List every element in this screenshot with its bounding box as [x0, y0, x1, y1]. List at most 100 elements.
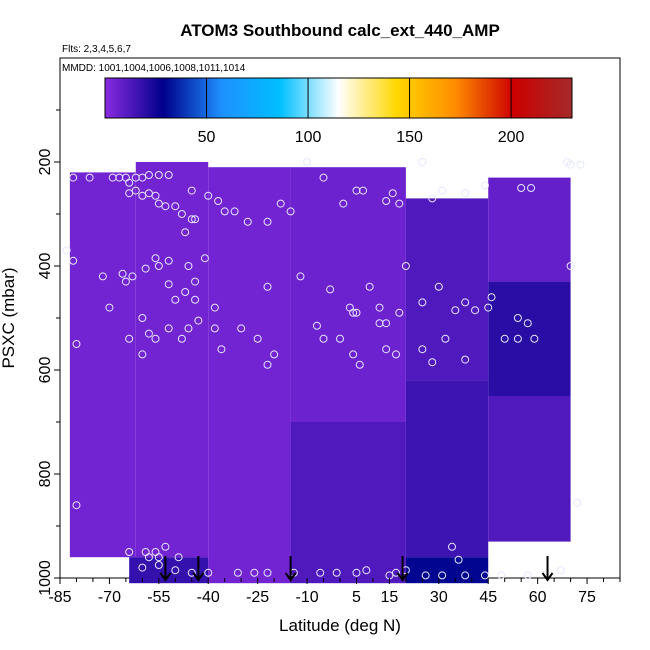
- sample-point: [200, 254, 209, 263]
- y-tick-label: 400: [37, 253, 54, 280]
- sample-point: [312, 321, 321, 330]
- sample-point: [171, 202, 180, 211]
- sample-point: [461, 298, 470, 307]
- sample-point: [210, 324, 219, 333]
- sample-point: [332, 568, 341, 577]
- heatmap-layer: [69, 162, 571, 584]
- sample-point: [513, 314, 522, 322]
- sample-point: [144, 189, 153, 198]
- sample-point: [352, 568, 361, 577]
- sample-point: [530, 334, 539, 343]
- x-axis-label: Latitude (deg N): [279, 616, 401, 635]
- sample-point: [191, 295, 200, 304]
- y-tick-label: 600: [37, 357, 54, 384]
- sample-point: [566, 160, 575, 169]
- sample-point: [220, 207, 229, 216]
- sample-point: [177, 334, 186, 343]
- y-tick-label: 800: [37, 461, 54, 488]
- arrow-marker: [541, 556, 554, 582]
- x-tick-label: -55: [147, 589, 170, 606]
- sample-point: [355, 360, 364, 369]
- heatmap-cell: [290, 167, 406, 422]
- sample-point: [144, 329, 153, 338]
- x-tick-label: 75: [578, 589, 596, 606]
- sample-point: [125, 548, 134, 556]
- sample-point: [191, 277, 200, 286]
- y-tick-label: 200: [37, 149, 54, 176]
- sample-point: [105, 303, 114, 312]
- sample-point: [210, 303, 219, 312]
- x-tick-label: -85: [48, 589, 71, 606]
- sample-point: [204, 568, 213, 577]
- sample-point: [319, 334, 328, 343]
- sample-point: [296, 272, 305, 281]
- sample-point: [121, 277, 130, 286]
- sample-point: [527, 184, 536, 192]
- sample-point: [451, 306, 460, 315]
- sample-point: [141, 264, 150, 273]
- sample-point: [181, 228, 190, 237]
- sample-point: [401, 262, 410, 270]
- sample-point: [484, 303, 493, 312]
- chart-title: ATOM3 Southbound calc_ext_440_AMP: [180, 21, 500, 40]
- heatmap-cell: [208, 167, 291, 584]
- sample-point: [480, 571, 489, 580]
- sample-point: [191, 215, 200, 224]
- colorbar: [104, 77, 573, 119]
- sample-point: [154, 553, 163, 562]
- sample-point: [438, 186, 447, 195]
- sample-point: [556, 566, 565, 575]
- sample-point: [326, 285, 335, 294]
- sample-point: [471, 306, 480, 315]
- sample-point: [352, 308, 361, 317]
- sample-point: [138, 191, 147, 200]
- sample-point: [428, 358, 437, 367]
- sample-point: [72, 501, 81, 510]
- arrow-marker: [159, 556, 172, 582]
- sample-point: [349, 308, 358, 317]
- sample-point: [395, 308, 404, 317]
- sample-point: [375, 303, 384, 312]
- sample-point: [187, 568, 196, 577]
- colorbar-tick-label: 200: [498, 129, 525, 146]
- sample-point: [487, 293, 496, 302]
- sample-point: [151, 254, 160, 263]
- sample-point: [171, 566, 180, 575]
- sample-point: [138, 314, 147, 322]
- x-axis: -85 -70 -55 -40 -25 -10 5 15 30 45 60 75: [48, 578, 621, 606]
- x-tick-label: 60: [529, 589, 547, 606]
- sample-point: [154, 561, 163, 569]
- sample-point: [336, 334, 344, 343]
- sample-point: [461, 355, 470, 364]
- x-tick-label: -70: [98, 589, 121, 606]
- sample-point: [480, 181, 489, 190]
- heatmap-cell: [405, 380, 489, 558]
- sample-point: [128, 272, 137, 281]
- sample-point: [144, 171, 153, 179]
- heatmap-cell: [405, 198, 489, 381]
- sample-point: [233, 568, 242, 577]
- y-tick-label: 1000: [37, 560, 54, 596]
- sample-point: [448, 542, 456, 551]
- colorbar-tick-label: 50: [198, 129, 216, 146]
- sample-point: [187, 186, 196, 195]
- sample-point: [125, 178, 134, 187]
- sample-point: [161, 542, 170, 551]
- sample-point: [388, 189, 397, 198]
- sample-point: [497, 571, 506, 580]
- heatmap-cell: [290, 422, 406, 584]
- sample-point: [171, 295, 180, 304]
- sample-point: [500, 334, 509, 343]
- sample-point: [187, 215, 196, 224]
- sample-point: [276, 199, 285, 208]
- sample-point: [237, 324, 246, 333]
- sample-point: [125, 334, 134, 343]
- sample-point: [263, 568, 272, 577]
- sample-point: [194, 316, 203, 325]
- sample-point: [339, 199, 348, 208]
- colorbar-tick-label: 150: [396, 129, 423, 146]
- sample-point: [418, 345, 427, 354]
- sample-point: [154, 262, 163, 270]
- sample-point: [243, 217, 252, 226]
- x-tick-label: -25: [246, 589, 269, 606]
